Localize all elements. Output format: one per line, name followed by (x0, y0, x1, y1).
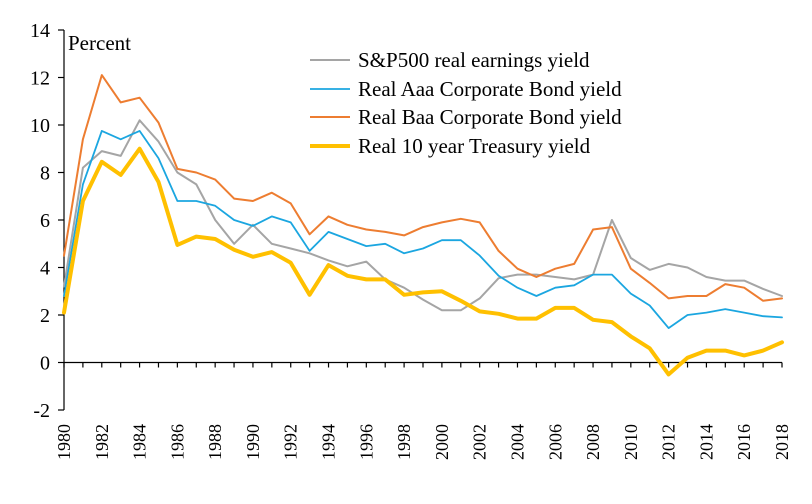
x-tick-label: 1994 (319, 424, 339, 460)
x-tick-label: 2016 (734, 424, 754, 460)
chart-legend: S&P500 real earnings yield Real Aaa Corpo… (310, 48, 622, 158)
y-tick-label: 8 (40, 163, 50, 185)
y-axis-unit-label: Percent (68, 31, 131, 55)
legend-label-2: Real Aaa Corporate Bond yield (358, 77, 622, 101)
x-tick-label: 1980 (54, 424, 74, 460)
y-tick-label: 2 (40, 305, 50, 327)
x-axis-ticks: 1980 1982 1984 1986 1988 1990 1992 1994 1996 1998… (54, 362, 792, 460)
legend-label-4: Real 10 year Treasury yield (358, 134, 591, 158)
x-tick-label: 1992 (281, 424, 301, 460)
series-line-1 (63, 119, 783, 312)
x-tick-label: 2006 (545, 424, 565, 460)
x-tick-label: 2000 (432, 424, 452, 460)
chart-series-lines (62, 74, 784, 377)
y-tick-label: 4 (40, 258, 50, 280)
x-tick-label: 2002 (470, 424, 490, 460)
series-line-4 (62, 146, 784, 377)
x-tick-label: 2004 (507, 424, 527, 460)
x-tick-label: 1996 (356, 424, 376, 460)
x-tick-label: 1982 (92, 424, 112, 460)
x-tick-label: 1998 (394, 424, 414, 460)
series-line-3 (63, 74, 783, 302)
x-tick-label: 1986 (167, 424, 187, 460)
y-tick-label: -2 (33, 400, 50, 422)
x-tick-label: 2018 (772, 424, 792, 460)
series-line-2 (63, 129, 783, 330)
x-tick-label: 1990 (243, 424, 263, 460)
x-tick-label: 2014 (696, 424, 716, 460)
x-tick-label: 1984 (130, 424, 150, 460)
y-tick-label: 14 (30, 20, 50, 42)
y-axis-ticks: -2 0 2 4 6 8 10 12 14 (30, 20, 64, 422)
y-tick-label: 6 (40, 210, 50, 232)
y-tick-label: 12 (30, 68, 50, 90)
legend-label-1: S&P500 real earnings yield (358, 48, 590, 72)
legend-label-3: Real Baa Corporate Bond yield (358, 105, 622, 129)
x-tick-label: 1988 (205, 424, 225, 460)
x-tick-label: 2010 (621, 424, 641, 460)
y-tick-label: 10 (30, 115, 50, 137)
x-tick-label: 2008 (583, 424, 603, 460)
y-tick-label: 0 (40, 353, 50, 375)
x-tick-label: 2012 (659, 424, 679, 460)
